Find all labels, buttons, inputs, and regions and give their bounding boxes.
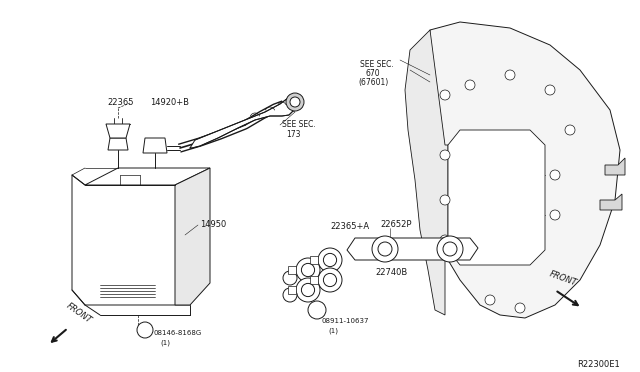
Circle shape xyxy=(550,210,560,220)
Polygon shape xyxy=(72,175,190,305)
Text: SEE SEC.: SEE SEC. xyxy=(282,120,316,129)
Text: (67601): (67601) xyxy=(358,78,388,87)
Circle shape xyxy=(565,125,575,135)
Text: B: B xyxy=(143,327,147,333)
Text: FRONT: FRONT xyxy=(548,270,578,288)
Text: 14950: 14950 xyxy=(200,220,227,229)
Polygon shape xyxy=(190,96,296,148)
Circle shape xyxy=(465,80,475,90)
Polygon shape xyxy=(600,194,622,210)
Circle shape xyxy=(378,242,392,256)
Circle shape xyxy=(323,253,337,267)
Text: 22740B: 22740B xyxy=(375,268,407,277)
Text: 22365+A: 22365+A xyxy=(330,222,369,231)
Circle shape xyxy=(505,70,515,80)
Circle shape xyxy=(372,236,398,262)
Circle shape xyxy=(443,242,457,256)
Circle shape xyxy=(301,283,315,296)
Polygon shape xyxy=(288,266,296,274)
Circle shape xyxy=(308,301,326,319)
Text: SEE SEC.: SEE SEC. xyxy=(360,60,394,69)
Circle shape xyxy=(283,271,297,285)
Polygon shape xyxy=(175,168,210,305)
Polygon shape xyxy=(423,22,620,318)
Text: 14920+B: 14920+B xyxy=(150,98,189,107)
Circle shape xyxy=(283,288,297,302)
Text: 22365: 22365 xyxy=(107,98,134,107)
Circle shape xyxy=(290,97,300,107)
Circle shape xyxy=(318,248,342,272)
Text: 08146-8168G: 08146-8168G xyxy=(153,330,201,336)
Text: N: N xyxy=(314,305,320,314)
Circle shape xyxy=(286,93,304,111)
Circle shape xyxy=(545,85,555,95)
Text: R22300E1: R22300E1 xyxy=(577,360,620,369)
Circle shape xyxy=(440,195,450,205)
Text: 173: 173 xyxy=(286,130,301,139)
Polygon shape xyxy=(288,286,296,294)
Text: (1): (1) xyxy=(328,327,338,334)
Circle shape xyxy=(440,150,450,160)
Polygon shape xyxy=(108,138,128,150)
Circle shape xyxy=(323,273,337,286)
Circle shape xyxy=(515,303,525,313)
Circle shape xyxy=(296,258,320,282)
Polygon shape xyxy=(310,276,318,284)
Circle shape xyxy=(550,170,560,180)
Polygon shape xyxy=(347,238,478,260)
Circle shape xyxy=(318,268,342,292)
Circle shape xyxy=(440,90,450,100)
Circle shape xyxy=(440,235,450,245)
Circle shape xyxy=(296,278,320,302)
Polygon shape xyxy=(605,158,625,175)
Text: 22652P: 22652P xyxy=(380,220,412,229)
Polygon shape xyxy=(310,256,318,264)
Text: 670: 670 xyxy=(366,69,381,78)
Text: 08911-10637: 08911-10637 xyxy=(322,318,369,324)
Circle shape xyxy=(485,295,495,305)
Polygon shape xyxy=(448,130,545,265)
Text: (1): (1) xyxy=(160,340,170,346)
Circle shape xyxy=(301,263,315,277)
Polygon shape xyxy=(85,168,210,185)
Circle shape xyxy=(137,322,153,338)
Polygon shape xyxy=(106,124,130,138)
Polygon shape xyxy=(405,30,448,315)
Text: FRONT: FRONT xyxy=(65,301,93,325)
Circle shape xyxy=(437,236,463,262)
Polygon shape xyxy=(143,138,167,153)
